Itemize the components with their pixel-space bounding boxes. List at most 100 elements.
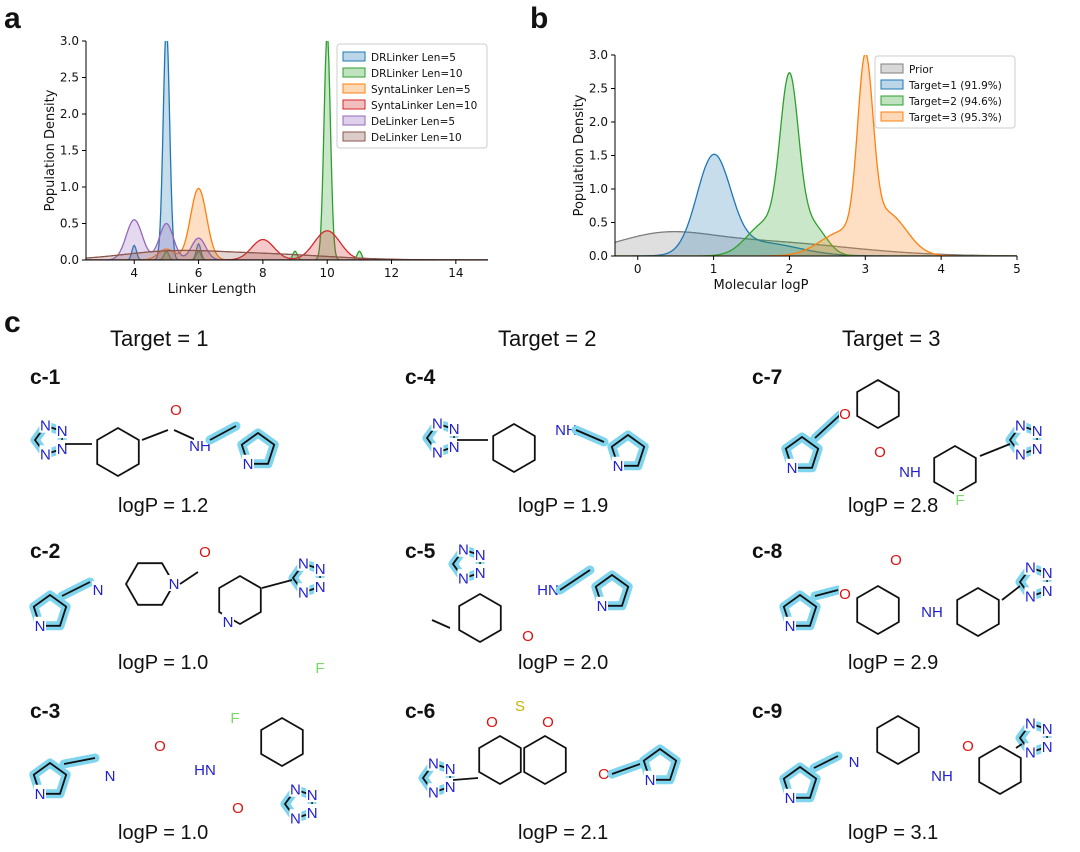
atom-bg: [199, 761, 211, 777]
atom-bg: [936, 767, 948, 783]
atom-label: N: [35, 618, 46, 635]
atom-label: N: [307, 805, 318, 822]
x-tick-label: 4: [130, 266, 138, 280]
atom-label: N: [1025, 716, 1036, 733]
atom-bg: [1024, 558, 1037, 575]
bond: [813, 755, 839, 769]
atom-label: N: [1015, 446, 1026, 463]
density-line: [86, 230, 488, 260]
atom-label: N: [35, 786, 46, 803]
atom-label: N: [57, 423, 68, 440]
atom-bg: [222, 613, 234, 629]
benzene-ring: [876, 714, 920, 766]
atom-bg: [839, 405, 851, 421]
bond: [979, 443, 1011, 457]
atom-label: O: [962, 738, 974, 755]
atom-label: N: [449, 421, 460, 438]
atom-label: N: [1042, 583, 1053, 600]
x-tick-label: 4: [937, 262, 945, 276]
pyridine-ring: [218, 574, 262, 626]
compound-id: c-4: [405, 366, 436, 389]
y-tick-label: 2.5: [60, 71, 79, 85]
atom-bg: [314, 659, 326, 675]
x-tick-label: 3: [861, 262, 869, 276]
target-header-1: Target = 1: [110, 326, 209, 351]
atom-label: N: [40, 446, 51, 463]
linker-length-chart: 4 6 8 10 12 14 0.0 0.5 1.0 1.5 2.0 2.5 3.0 Linker Len…: [43, 34, 488, 297]
bond: [141, 429, 169, 441]
legend-swatch: [342, 115, 366, 126]
atom-label: N: [432, 416, 443, 433]
atom-bg: [926, 603, 938, 619]
atom-bg: [232, 799, 244, 815]
legend-label: Target=2 (94.6%): [908, 96, 1002, 108]
atom-label: HN: [537, 582, 559, 599]
legend-swatch: [342, 83, 366, 94]
benzene-ring: [458, 592, 502, 644]
atom-bg: [448, 437, 461, 454]
legend-label: DRLinker Len=5: [371, 52, 456, 64]
legend-swatch: [342, 99, 366, 110]
atom-label: N: [445, 779, 456, 796]
logp-chart: 0 1 2 3 4 5 0.0 0.5 1.0 1.5 2.0 2.5 3.0 Molecular log…: [572, 48, 1021, 293]
x-tick-label: 5: [1013, 262, 1021, 276]
atom-bg: [904, 463, 916, 479]
atom-bg: [890, 551, 902, 567]
atom-label: NH: [931, 768, 953, 785]
atom-label: N: [93, 582, 104, 599]
atom-label: NH: [555, 422, 577, 439]
legend-swatch: [342, 67, 366, 78]
atom-bg: [784, 788, 797, 805]
atom-bg: [289, 809, 302, 826]
legend-box: [874, 55, 1016, 129]
atom-bg: [306, 786, 319, 803]
atom-label: N: [787, 460, 798, 477]
atom-label: N: [298, 584, 309, 601]
atom-bg: [596, 596, 609, 613]
target-header-2: Target = 2: [498, 326, 597, 351]
compound-id: c-3: [30, 700, 61, 723]
atom-bg: [199, 543, 211, 559]
atom-label: N: [849, 754, 860, 771]
y-tick-label: 2.5: [589, 82, 608, 96]
atom-bg: [474, 563, 487, 580]
atom-label: N: [1025, 744, 1036, 761]
atom-bg: [170, 401, 182, 417]
bond: [575, 429, 605, 443]
compound-id: c-7: [752, 366, 783, 389]
atom-label: N: [597, 598, 608, 615]
legend-label: Target=3 (95.3%): [908, 112, 1002, 124]
atom-bg: [962, 737, 974, 753]
atom-bg: [560, 421, 572, 437]
y-axis-label: Population Density: [572, 94, 587, 216]
x-tick-label: 10: [320, 266, 335, 280]
atom-label: N: [169, 576, 180, 593]
atom-label: N: [290, 782, 301, 799]
atom-label: N: [645, 772, 656, 789]
legend-label: DeLinker Len=10: [371, 132, 462, 144]
bond: [63, 757, 96, 765]
x-tick-label: 6: [195, 266, 203, 280]
panel-label-a: a: [4, 2, 21, 35]
atom-bg: [306, 803, 319, 820]
atom-bg: [289, 780, 302, 797]
bond: [209, 425, 237, 441]
legend-label: SyntaLinker Len=5: [371, 84, 471, 96]
logp-label: logP = 2.9: [848, 652, 939, 674]
atom-label: N: [1025, 588, 1036, 605]
density-area: [86, 250, 488, 260]
compound-id: c-2: [30, 540, 61, 563]
density-line: [615, 153, 1017, 256]
atom-label: N: [1032, 423, 1043, 440]
atom-label: N: [243, 456, 254, 473]
legend-swatch: [880, 111, 904, 122]
atom-bg: [1014, 416, 1027, 433]
bond: [814, 589, 839, 597]
bond: [559, 569, 591, 591]
y-tick-label: 2.0: [60, 107, 79, 121]
atom-label: N: [298, 556, 309, 573]
atom-label: N: [475, 565, 486, 582]
bond: [179, 571, 199, 585]
atom-label: NH: [189, 438, 211, 455]
